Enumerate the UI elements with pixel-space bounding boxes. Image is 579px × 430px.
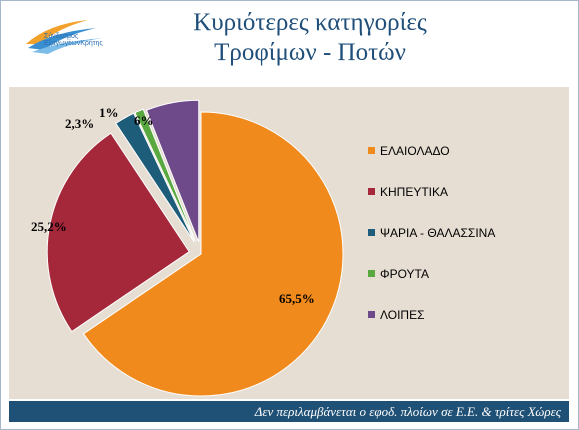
data-label-3: 2,3%	[65, 116, 94, 131]
legend-swatch-5	[368, 311, 375, 318]
title-line2: Τροφίμων - Ποτών	[214, 39, 406, 66]
legend-label-4: ΦΡΟΥΤΑ	[380, 267, 429, 281]
legend-item-5: ΛΟΙΠΕΣ	[368, 308, 568, 322]
legend-item-1: ΕΛΑΙΟΛΑΔΟ	[368, 144, 568, 158]
footer-bar: Δεν περιλαμβάνεται ο εφοδ. πλοίων σε Ε.Ε…	[9, 401, 569, 422]
pie-slice-1	[82, 111, 344, 397]
legend-swatch-3	[368, 229, 375, 236]
logo-text-line1: Σύνδεσμος	[44, 33, 79, 40]
data-label-2: 25,2%	[31, 219, 67, 234]
pie-slice-2	[46, 132, 190, 333]
logo-text-line2: ΕξαγωγέωνΚρήτης	[44, 40, 103, 47]
legend-label-1: ΕΛΑΙΟΛΑΔΟ	[380, 144, 450, 158]
legend-swatch-1	[368, 147, 375, 154]
legend-swatch-2	[368, 188, 375, 195]
data-label-5: 6%	[134, 113, 154, 128]
pie-slice-3	[115, 112, 195, 243]
logo-text: Σύνδεσμος ΕξαγωγέωνΚρήτης	[44, 33, 103, 47]
page-title: Κυριότερες κατηγορίες Τροφίμων - Ποτών	[160, 8, 460, 68]
legend-swatch-4	[368, 270, 375, 277]
logo-icon	[26, 20, 102, 54]
data-label-4: 1%	[99, 105, 119, 120]
legend-item-3: ΨΑΡΙΑ - ΘΑΛΑΣΣΙΝΑ	[368, 226, 568, 240]
footer-note: Δεν περιλαμβάνεται ο εφοδ. πλοίων σε Ε.Ε…	[254, 404, 561, 419]
legend-label-2: ΚΗΠΕΥΤΙΚΑ	[380, 185, 449, 199]
data-label-1: 65,5%	[279, 291, 315, 306]
legend-label-5: ΛΟΙΠΕΣ	[380, 308, 425, 322]
pie-slice-5	[145, 99, 200, 243]
chart-panel: 65,5% 25,2% 2,3% 1% 6%	[9, 87, 569, 399]
legend-label-3: ΨΑΡΙΑ - ΘΑΛΑΣΣΙΝΑ	[380, 226, 496, 240]
legend-item-2: ΚΗΠΕΥΤΙΚΑ	[368, 185, 568, 199]
legend-item-4: ΦΡΟΥΤΑ	[368, 267, 568, 281]
logo	[18, 14, 138, 62]
pie-chart: 65,5% 25,2% 2,3% 1% 6%	[31, 99, 344, 397]
title-line1: Κυριότερες κατηγορίες	[193, 9, 427, 36]
pie-slice-4	[134, 108, 196, 242]
